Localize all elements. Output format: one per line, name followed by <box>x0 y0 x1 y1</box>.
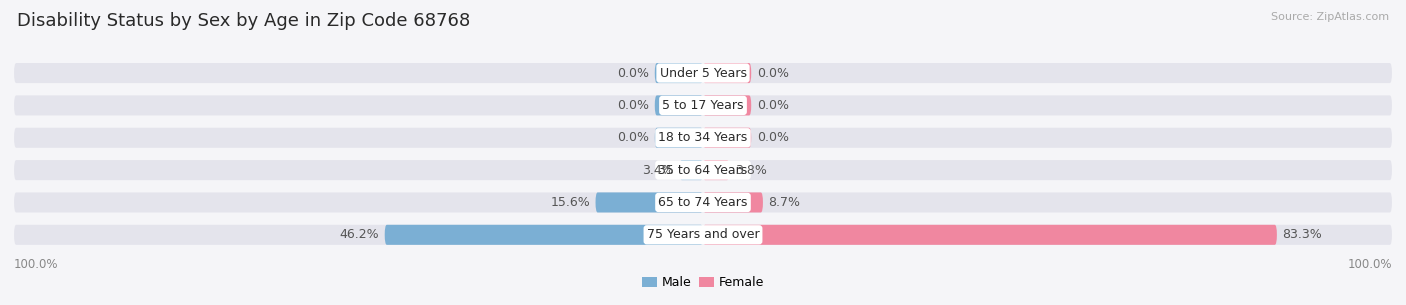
Text: 0.0%: 0.0% <box>617 131 650 144</box>
FancyBboxPatch shape <box>703 63 751 83</box>
Legend: Male, Female: Male, Female <box>637 271 769 295</box>
Text: 0.0%: 0.0% <box>617 66 650 80</box>
FancyBboxPatch shape <box>655 128 703 148</box>
Text: 3.4%: 3.4% <box>643 163 673 177</box>
FancyBboxPatch shape <box>14 95 1392 115</box>
Text: 35 to 64 Years: 35 to 64 Years <box>658 163 748 177</box>
Text: 100.0%: 100.0% <box>1347 258 1392 271</box>
FancyBboxPatch shape <box>14 63 1392 83</box>
Text: 46.2%: 46.2% <box>340 228 380 241</box>
FancyBboxPatch shape <box>14 128 1392 148</box>
FancyBboxPatch shape <box>596 192 703 213</box>
Text: Disability Status by Sex by Age in Zip Code 68768: Disability Status by Sex by Age in Zip C… <box>17 12 470 30</box>
Text: 0.0%: 0.0% <box>617 99 650 112</box>
FancyBboxPatch shape <box>14 160 1392 180</box>
Text: 3.8%: 3.8% <box>735 163 766 177</box>
Text: 18 to 34 Years: 18 to 34 Years <box>658 131 748 144</box>
FancyBboxPatch shape <box>655 95 703 115</box>
Text: Source: ZipAtlas.com: Source: ZipAtlas.com <box>1271 12 1389 22</box>
Text: 15.6%: 15.6% <box>550 196 591 209</box>
FancyBboxPatch shape <box>655 63 703 83</box>
FancyBboxPatch shape <box>385 225 703 245</box>
Text: 0.0%: 0.0% <box>756 99 789 112</box>
Text: 65 to 74 Years: 65 to 74 Years <box>658 196 748 209</box>
Text: 0.0%: 0.0% <box>756 66 789 80</box>
Text: Under 5 Years: Under 5 Years <box>659 66 747 80</box>
Text: 0.0%: 0.0% <box>756 131 789 144</box>
Text: 8.7%: 8.7% <box>769 196 800 209</box>
FancyBboxPatch shape <box>703 95 751 115</box>
Text: 5 to 17 Years: 5 to 17 Years <box>662 99 744 112</box>
FancyBboxPatch shape <box>14 192 1392 213</box>
FancyBboxPatch shape <box>703 160 730 180</box>
FancyBboxPatch shape <box>703 128 751 148</box>
FancyBboxPatch shape <box>703 192 763 213</box>
Text: 83.3%: 83.3% <box>1282 228 1322 241</box>
FancyBboxPatch shape <box>703 225 1277 245</box>
Text: 100.0%: 100.0% <box>14 258 59 271</box>
FancyBboxPatch shape <box>14 225 1392 245</box>
FancyBboxPatch shape <box>679 160 703 180</box>
Text: 75 Years and over: 75 Years and over <box>647 228 759 241</box>
